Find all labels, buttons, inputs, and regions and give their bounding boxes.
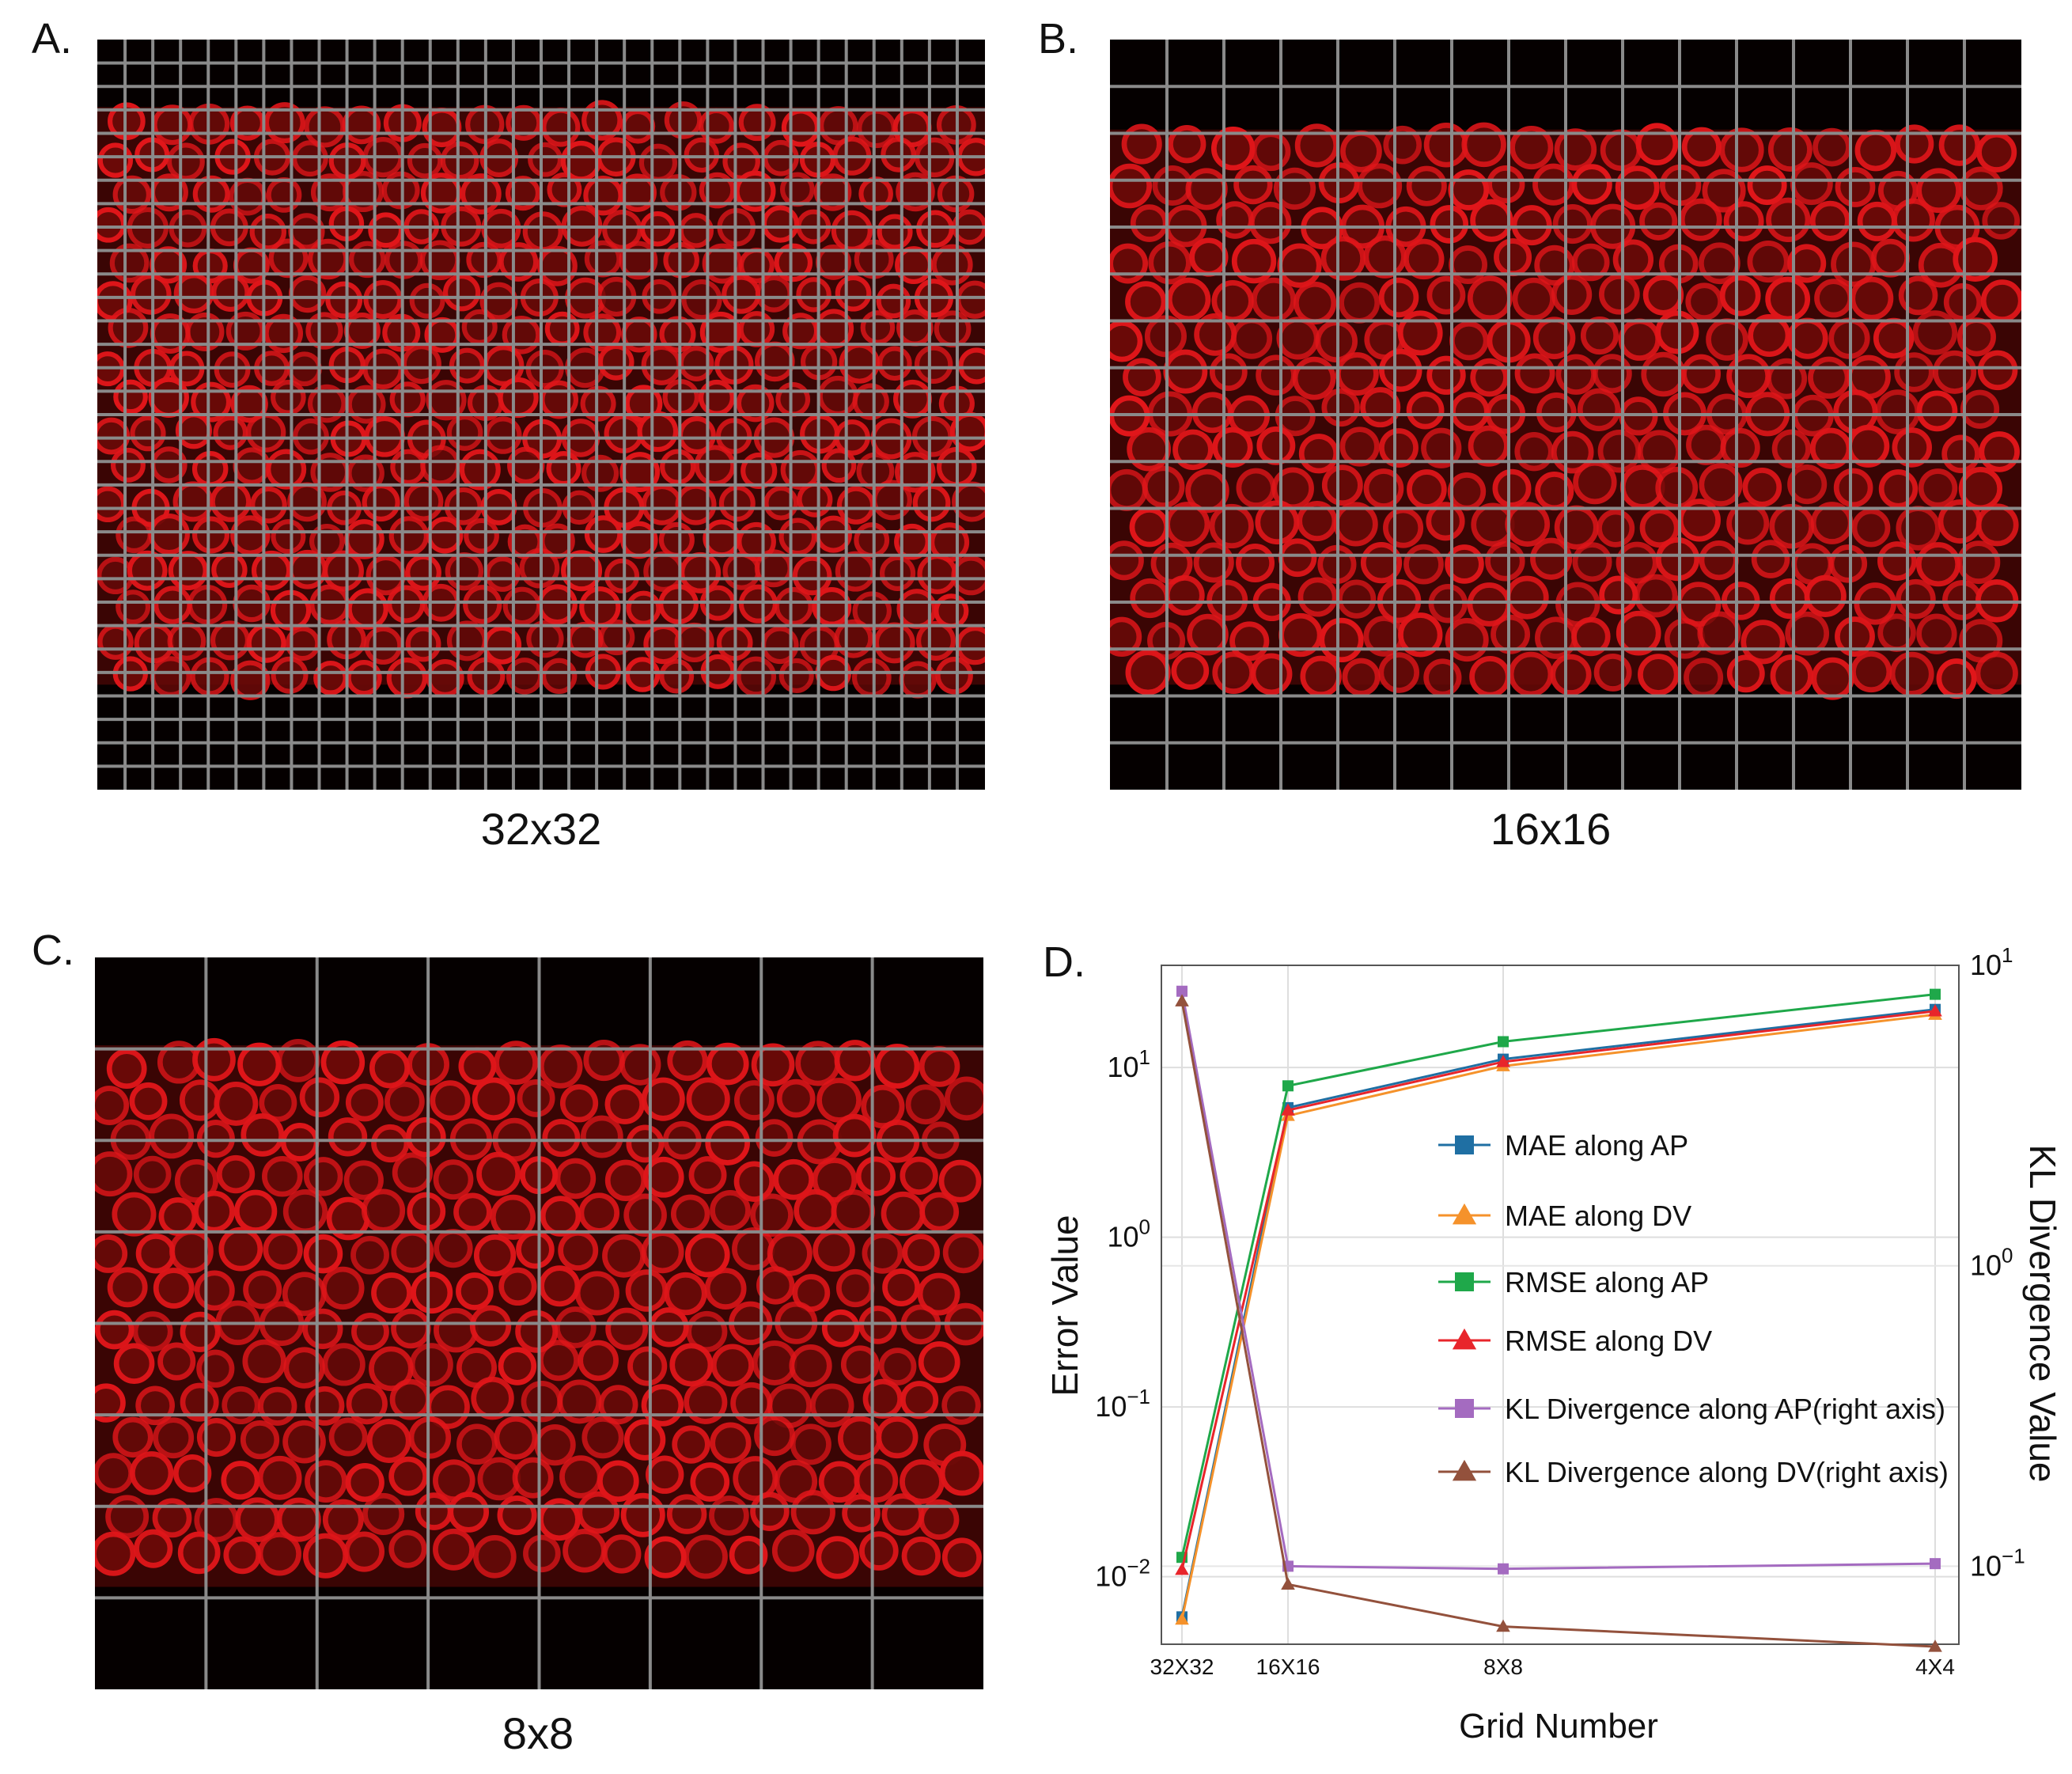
micrograph-16x16: [1110, 40, 2021, 790]
legend-label: RMSE along DV: [1505, 1325, 1712, 1357]
plot-frame: [1161, 965, 1960, 1645]
micrograph-image: [95, 957, 983, 1689]
series-line: [1180, 991, 1936, 1571]
data-point: [1498, 1036, 1509, 1048]
panel-label-d: D.: [1043, 938, 1085, 986]
data-point: [1496, 1619, 1510, 1632]
legend-label: MAE along DV: [1505, 1200, 1691, 1232]
x-tick-label: 16X16: [1256, 1655, 1320, 1679]
series-line: [1180, 1008, 1936, 1617]
y2-tick-label: 10−1: [1970, 1544, 2025, 1582]
panel-label-a: A.: [32, 15, 73, 63]
legend-marker: [1452, 1328, 1477, 1350]
x-axis-label: Grid Number: [1459, 1707, 1658, 1746]
data-point: [1176, 985, 1188, 997]
caption-32x32: 32x32: [480, 804, 602, 854]
x-tick-label: 32X32: [1150, 1655, 1214, 1679]
legend-label: MAE along AP: [1505, 1129, 1688, 1162]
y-axis-label: Error Value: [1044, 1215, 1085, 1396]
grid-overlay: [95, 957, 983, 1689]
grid-overlay: [1110, 40, 2021, 790]
series-line: [1180, 993, 1936, 1558]
data-point: [1498, 1563, 1509, 1575]
y-tick-label: 101: [1107, 1045, 1150, 1083]
data-point: [1281, 1103, 1295, 1116]
x-tick-label: 8X8: [1483, 1655, 1523, 1679]
y2-tick-label: 100: [1970, 1244, 2013, 1282]
data-point: [1930, 1558, 1941, 1570]
data-point: [1175, 994, 1189, 1006]
legend-label: KL Divergence along DV(right axis): [1505, 1456, 1949, 1488]
series-line: [1180, 1010, 1936, 1571]
cell-nuclei: [95, 1037, 983, 1579]
micrograph-32x32: [97, 40, 985, 790]
micrograph-image: [1110, 40, 2021, 790]
series-line: [1180, 1000, 1936, 1648]
micrograph-8x8: [95, 957, 983, 1689]
data-point: [1175, 1612, 1189, 1625]
legend-marker: [1455, 1399, 1474, 1418]
y2-axis-label: KL Divergence Value: [2022, 1144, 2063, 1482]
data-point: [1928, 1639, 1942, 1652]
grid-overlay: [97, 40, 985, 790]
data-point: [1928, 1004, 1942, 1017]
data-point: [1930, 988, 1941, 1000]
legend-label: KL Divergence along AP(right axis): [1505, 1393, 1945, 1425]
y-tick-label: 100: [1107, 1215, 1150, 1253]
panel-label-b: B.: [1038, 15, 1079, 63]
y-tick-label: 10−2: [1095, 1555, 1150, 1593]
y2-tick-label: 101: [1970, 943, 2013, 981]
data-point: [1281, 1577, 1295, 1590]
y-tick-label: 10−1: [1095, 1385, 1150, 1423]
legend-marker: [1455, 1272, 1474, 1291]
panel-label-c: C.: [32, 927, 74, 974]
micrograph-image: [97, 40, 985, 790]
data-point: [1496, 1055, 1510, 1067]
legend-marker: [1452, 1459, 1477, 1481]
chart-gridlines: [1161, 965, 1959, 1644]
caption-16x16: 16x16: [1490, 804, 1612, 854]
legend-label: RMSE along AP: [1505, 1266, 1709, 1298]
x-tick-label: 4X4: [1915, 1655, 1955, 1679]
data-point: [1175, 1562, 1189, 1575]
series-line: [1180, 1013, 1936, 1620]
legend-marker: [1455, 1135, 1474, 1154]
caption-8x8: 8x8: [502, 1708, 574, 1758]
data-point: [1282, 1080, 1294, 1092]
legend-marker: [1452, 1203, 1477, 1225]
